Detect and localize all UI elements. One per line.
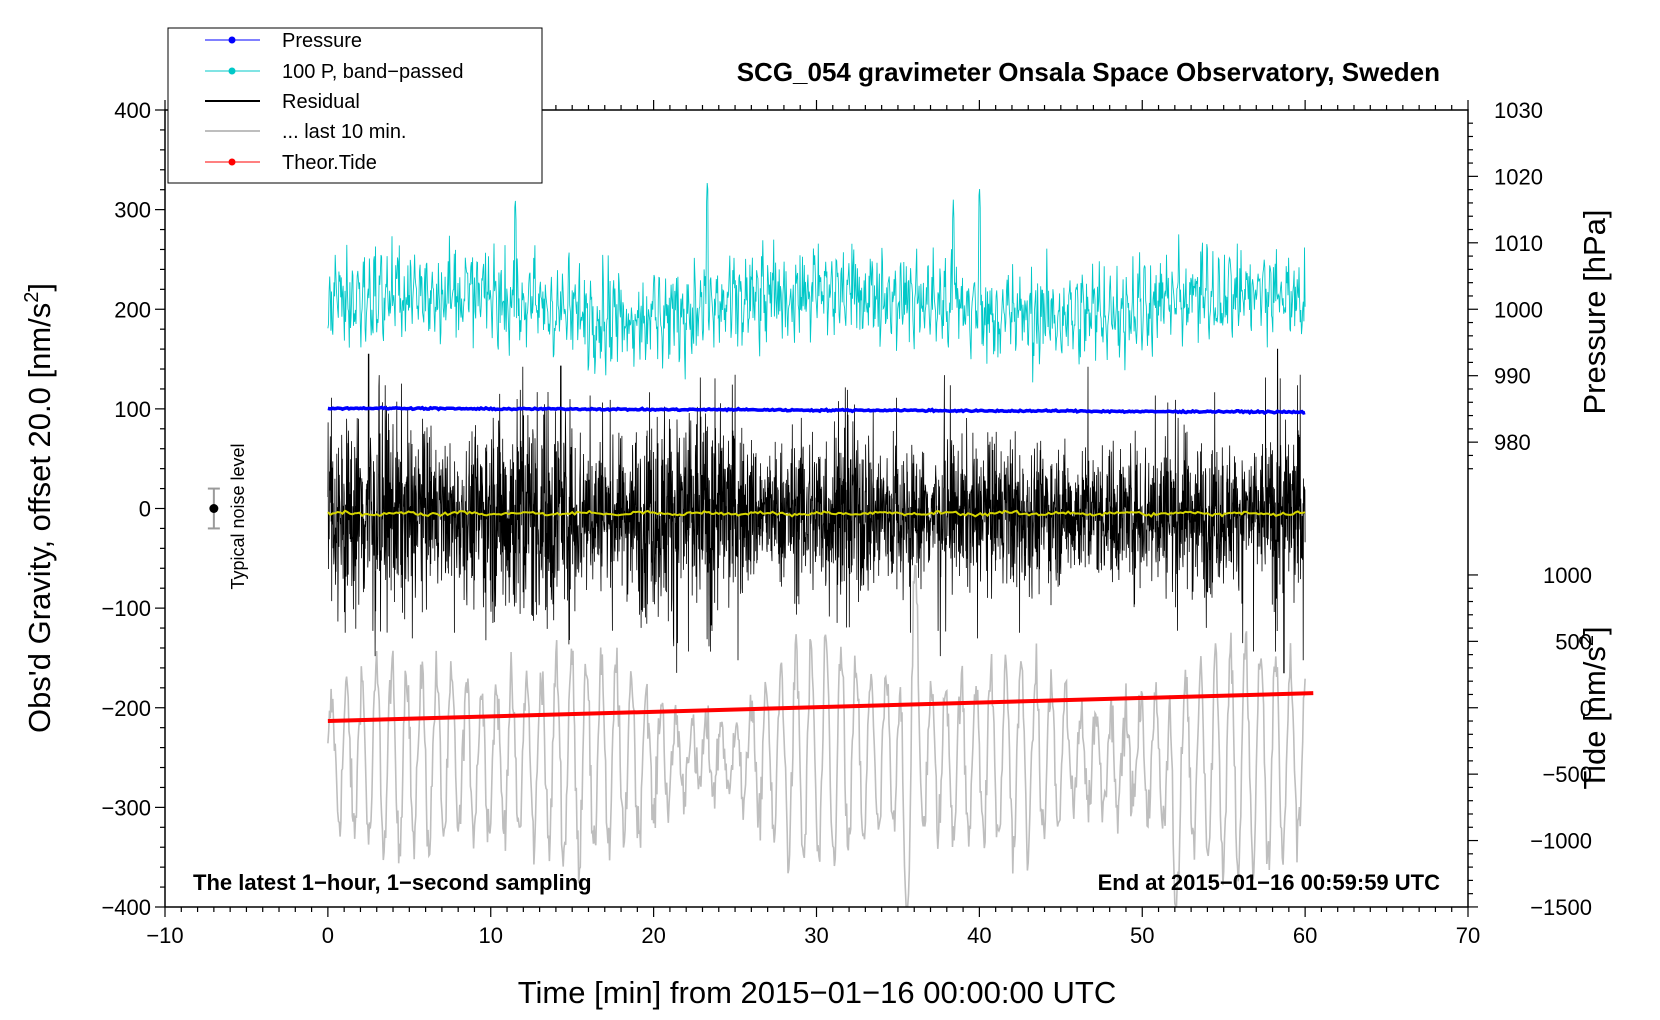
y-tick-label: 100 — [114, 397, 151, 422]
x-tick-label: 0 — [322, 923, 334, 948]
y-tick-label: 300 — [114, 198, 151, 223]
legend-entry-band-passed: 100 P, band−passed — [205, 61, 463, 83]
x-tick-label: 70 — [1456, 923, 1480, 948]
y-tick-label: −300 — [101, 795, 151, 820]
y-left-end: ] — [22, 283, 57, 292]
y-left-main: Obs'd Gravity, offset 20.0 [nm/s — [22, 303, 57, 733]
legend-box — [167, 27, 543, 184]
pressure-tick-label: 980 — [1494, 430, 1531, 455]
tide-tick-label: −500 — [1542, 762, 1592, 787]
series-residual-line — [327, 348, 1306, 674]
note-right: End at 2015−01−16 00:59:59 UTC — [1098, 870, 1441, 895]
tide-tick-label: −1500 — [1530, 895, 1592, 920]
legend-entry-residual: Residual — [205, 91, 360, 113]
legend-entry-pressure: Pressure — [205, 30, 362, 52]
y-axis-title-pressure: Pressure [hPa] — [1577, 209, 1612, 414]
series-pressure-line — [327, 405, 1306, 416]
x-tick-label: −10 — [146, 923, 183, 948]
y-tick-label: 400 — [114, 98, 151, 123]
noise-dot — [209, 504, 219, 513]
series-theor-tide-line — [327, 691, 1314, 724]
pressure-tick-label: 1030 — [1494, 98, 1543, 123]
legend-marker-band-passed — [228, 67, 236, 75]
y-tick-label: −100 — [101, 596, 151, 621]
y-axis-title-left: Obs'd Gravity, offset 20.0 [nm/s2] — [21, 283, 57, 733]
ticks-layer: −10 0 10 20 30 40 50 60 704003002001000−100−200−… — [101, 98, 1592, 948]
legend-label-theor-tide: Theor.Tide — [282, 152, 377, 174]
legend-label-pressure: Pressure — [282, 30, 362, 52]
legend-label-residual: Residual — [282, 91, 360, 113]
pressure-tick-label: 1000 — [1494, 297, 1543, 322]
legend-label-last-10-min: ... last 10 min. — [282, 121, 407, 143]
noise-label: Typical noise level — [228, 443, 248, 589]
legend-marker-pressure — [228, 36, 236, 44]
series-residual-smoothed-line — [327, 509, 1306, 518]
x-tick-label: 50 — [1130, 923, 1154, 948]
legend-marker-theor-tide — [228, 158, 236, 166]
tide-tick-label: 0 — [1580, 696, 1592, 721]
tide-tick-label: 1000 — [1543, 563, 1592, 588]
y-tide-end: ] — [1577, 626, 1612, 635]
y-tick-label: −200 — [101, 696, 151, 721]
tide-tick-label: 500 — [1555, 629, 1592, 654]
y-tick-label: −400 — [101, 895, 151, 920]
noise-marker: Typical noise level — [207, 443, 248, 590]
tide-tick-label: −1000 — [1530, 829, 1592, 854]
x-tick-label: 40 — [967, 923, 991, 948]
y-tide-sup: 2 — [1576, 635, 1598, 646]
pressure-tick-label: 1010 — [1494, 231, 1543, 256]
y-tide-main: Tide [nm/s — [1577, 646, 1612, 790]
pressure-tick-label: 990 — [1494, 364, 1531, 389]
note-left: The latest 1−hour, 1−second sampling — [193, 870, 592, 895]
series-band-passed-line — [327, 182, 1306, 383]
y-tick-label: 200 — [114, 297, 151, 322]
chart-title: SCG_054 gravimeter Onsala Space Observat… — [737, 57, 1440, 87]
plot-frame — [164, 109, 1469, 908]
y-left-sup: 2 — [21, 292, 43, 303]
series-layer — [327, 182, 1314, 907]
x-tick-label: 30 — [804, 923, 828, 948]
x-tick-label: 10 — [479, 923, 503, 948]
pressure-tick-label: 1020 — [1494, 164, 1543, 189]
x-tick-label: 20 — [641, 923, 665, 948]
y-tick-label: 0 — [139, 497, 151, 522]
x-axis-title: Time [min] from 2015−01−16 00:00:00 UTC — [518, 975, 1117, 1010]
legend-label-band-passed: 100 P, band−passed — [282, 61, 463, 83]
series-last-10-min-line — [327, 564, 1306, 907]
x-tick-label: 60 — [1293, 923, 1317, 948]
legend-entry-last-10-min: ... last 10 min. — [205, 121, 407, 143]
legend-entry-theor-tide: Theor.Tide — [205, 152, 377, 174]
y-axis-title-tide: Tide [nm/s2] — [1576, 626, 1612, 789]
legend: Pressure 100 P, band−passed Residual ...… — [167, 27, 543, 184]
